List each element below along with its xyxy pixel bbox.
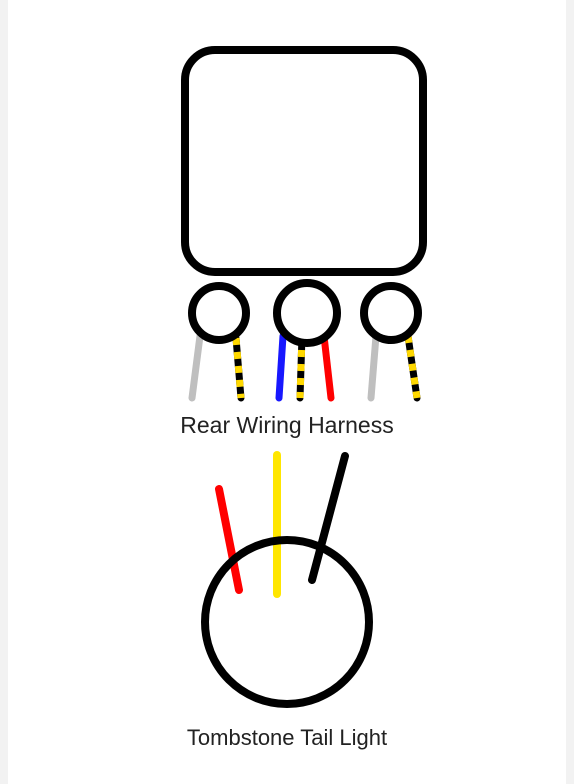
harness-wire-4 bbox=[324, 336, 331, 398]
taillight-label: Tombstone Tail Light bbox=[0, 725, 574, 751]
harness-connector-0 bbox=[192, 286, 246, 340]
harness-box bbox=[185, 50, 423, 272]
diagram-page: Rear Wiring Harness Tombstone Tail Light bbox=[0, 0, 574, 784]
harness-connector-2 bbox=[364, 286, 418, 340]
taillight-circle bbox=[205, 540, 369, 704]
wiring-diagram-svg bbox=[0, 0, 574, 784]
harness-connector-1 bbox=[277, 283, 337, 343]
harness-wire-5 bbox=[371, 336, 376, 398]
harness-wire-2 bbox=[279, 336, 283, 398]
harness-wire-0 bbox=[192, 336, 200, 398]
harness-label: Rear Wiring Harness bbox=[0, 412, 574, 439]
